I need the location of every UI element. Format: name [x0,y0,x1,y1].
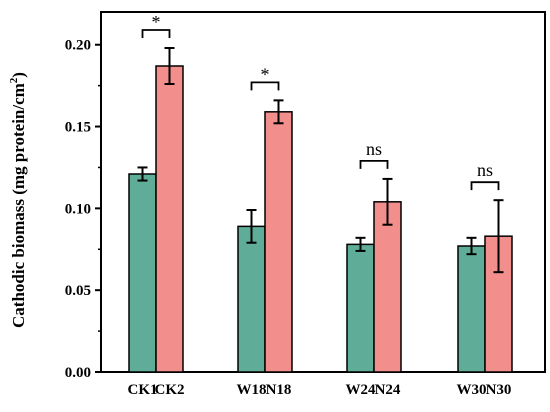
x-tick-label: N30 [486,382,512,398]
x-tick-label: N24 [375,382,401,398]
significance-bracket [250,81,280,91]
y-tick-label: 0.15 [65,120,91,136]
significance-label: ns [366,139,382,159]
y-tick-label: 0.10 [65,201,91,217]
x-tick-label: W18 [237,382,267,398]
bar [346,243,375,373]
x-tick-label: CK1 [128,382,158,398]
x-tick-label: CK2 [155,382,185,398]
bar [155,65,184,373]
bar [373,201,402,373]
bar [128,173,157,373]
x-tick-label: W24 [346,382,377,398]
significance-bracket [470,181,500,191]
x-tick-label: N18 [266,382,292,398]
bar [457,245,486,373]
y-tick-label: 0.05 [65,283,91,299]
significance-label: ns [477,160,493,180]
y-axis-title: Cathodic biomass (mg protein/cm2) [8,72,28,328]
significance-label: * [261,64,270,84]
x-tick-label: W30 [457,382,487,398]
plot-frame [100,11,546,373]
y-tick-label: 0.20 [65,38,91,54]
significance-label: * [152,12,161,32]
y-tick-label: 0.00 [65,365,91,381]
bar [264,111,293,373]
significance-bracket [359,160,389,169]
significance-bracket [141,29,171,38]
bar [237,225,266,373]
